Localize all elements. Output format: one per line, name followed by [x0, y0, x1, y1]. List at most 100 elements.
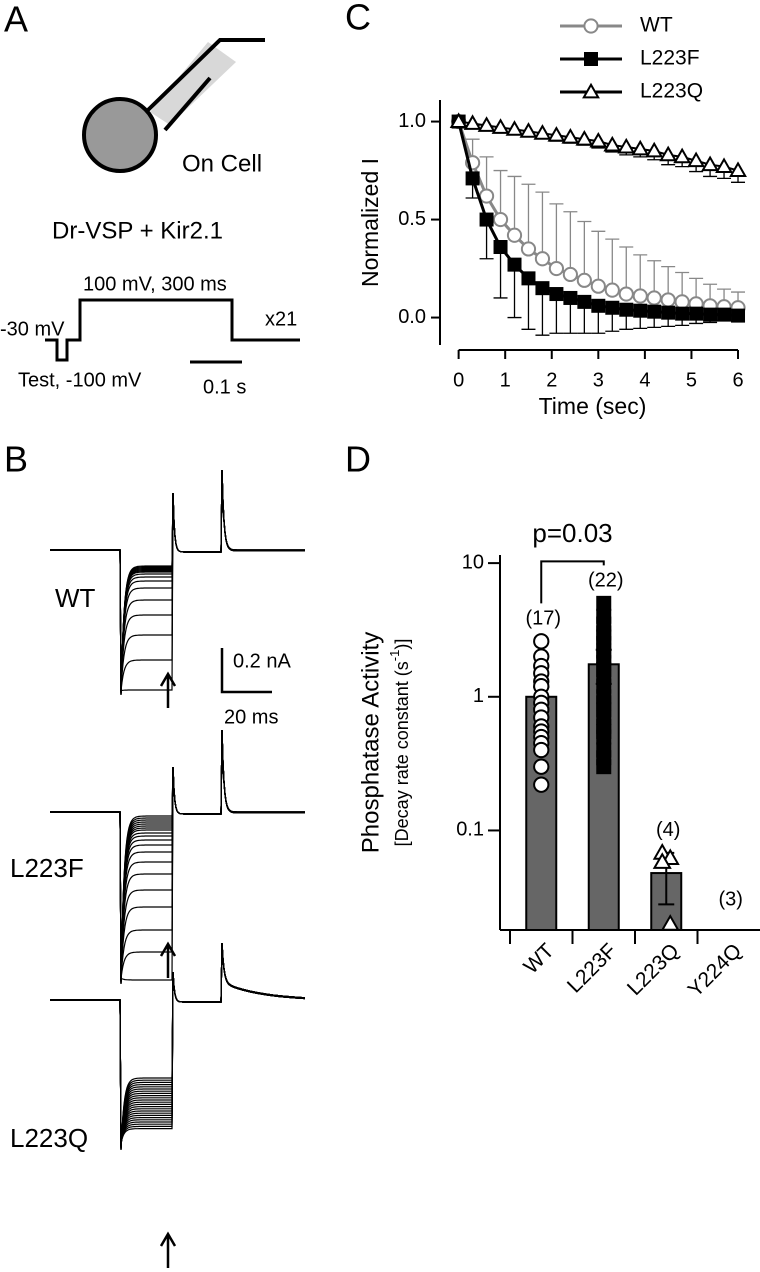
- current-trace: [50, 942, 305, 1148]
- data-point: [491, 118, 510, 134]
- legend-label: L223F: [640, 47, 700, 70]
- data-point: [575, 129, 594, 146]
- data-point: [493, 240, 508, 254]
- legend-label: WT: [640, 14, 673, 37]
- current-trace: [50, 729, 305, 983]
- data-point: [590, 278, 606, 294]
- trace-scale-bar: [220, 648, 272, 694]
- current-trace: [50, 729, 305, 980]
- current-trace: [50, 729, 305, 981]
- current-trace: [50, 729, 305, 982]
- current-trace: [50, 942, 305, 1146]
- repeat-label: x21: [265, 308, 297, 330]
- current-trace: [50, 729, 305, 985]
- error-bar: [507, 175, 522, 236]
- data-point: [652, 852, 672, 869]
- data-point: [589, 131, 608, 148]
- significance-bracket: [540, 560, 605, 604]
- n-label: (4): [656, 819, 680, 841]
- legend-marker: [582, 82, 600, 99]
- data-point: [617, 137, 636, 154]
- y-tick-label: 0.5: [398, 208, 426, 230]
- n-label: (3): [719, 888, 743, 910]
- panel-label: C: [345, 0, 371, 38]
- data-point: [633, 303, 648, 318]
- data-point: [505, 120, 524, 136]
- current-trace: [50, 729, 305, 981]
- data-point: [548, 260, 565, 277]
- current-trace: [50, 729, 305, 983]
- x-tick-label: 2: [546, 369, 557, 391]
- panel-label: D: [345, 439, 371, 480]
- error-bar: [493, 169, 508, 220]
- x-axis-label: Time (sec): [539, 393, 647, 419]
- error-bar: [549, 203, 564, 269]
- time-scale-label: 20 ms: [224, 706, 278, 728]
- data-point: [596, 729, 612, 745]
- data-point: [562, 266, 578, 283]
- significance-label: p=0.03: [532, 518, 612, 548]
- current-trace: [50, 942, 305, 1145]
- cell-label: On Cell: [182, 150, 262, 177]
- data-point: [729, 161, 747, 177]
- data-point: [519, 122, 538, 138]
- current-trace: [50, 469, 305, 692]
- cell: [82, 97, 158, 173]
- test-label: Test, -100 mV: [18, 369, 142, 391]
- x-tick-label: 4: [639, 369, 650, 391]
- data-point: [631, 139, 650, 156]
- data-point: [604, 282, 620, 298]
- data-point: [717, 307, 732, 322]
- pipette-wall: [163, 76, 212, 132]
- current-trace: [50, 942, 305, 1144]
- data-point: [591, 298, 606, 313]
- x-tick-label: L223Q: [623, 939, 684, 1000]
- current-trace: [50, 942, 305, 1149]
- data-point: [596, 595, 612, 611]
- scale-label: 0.1 s: [203, 376, 246, 398]
- pipette-fill: [150, 42, 236, 125]
- data-point: [603, 135, 622, 152]
- data-point: [533, 776, 550, 793]
- data-point: [715, 157, 733, 174]
- pulse-label: 100 mV, 300 ms: [83, 273, 227, 295]
- y-axis-sublabel: [Decay rate constant (s-1)]: [387, 639, 411, 847]
- current-trace: [50, 942, 305, 1150]
- x-tick-label: 0: [453, 369, 464, 391]
- error-bar: [507, 264, 522, 319]
- current-scale-label: 0.2 nA: [233, 650, 291, 672]
- current-trace: [50, 729, 305, 982]
- data-point: [660, 292, 676, 308]
- current-traces: [50, 469, 305, 1268]
- data-point: [533, 758, 550, 775]
- data-point: [533, 741, 550, 759]
- error-bar: [521, 183, 536, 249]
- data-point: [576, 272, 592, 288]
- current-trace: [50, 942, 305, 1148]
- data-point: [521, 271, 536, 286]
- n-label: (22): [588, 570, 624, 592]
- current-trace: [50, 942, 305, 1150]
- current-trace: [50, 942, 305, 1145]
- data-point: [535, 281, 550, 296]
- current-trace: [50, 729, 305, 982]
- panel-label: B: [4, 439, 28, 480]
- x-tick-label: L223F: [563, 939, 621, 997]
- data-point: [533, 124, 552, 140]
- data-point: [465, 171, 480, 186]
- data-point: [533, 633, 550, 650]
- current-trace: [50, 942, 305, 1146]
- trace-group-label: L223Q: [10, 1123, 88, 1153]
- data-point: [596, 759, 612, 775]
- current-trace: [50, 729, 305, 983]
- current-trace: [50, 942, 305, 1149]
- current-trace: [50, 729, 305, 981]
- data-point: [701, 155, 719, 172]
- data-point: [520, 241, 537, 257]
- data-point: [507, 257, 522, 272]
- error-bar: [535, 191, 550, 259]
- data-point: [506, 227, 523, 243]
- current-trace: [50, 729, 305, 980]
- legend-marker: [583, 18, 599, 34]
